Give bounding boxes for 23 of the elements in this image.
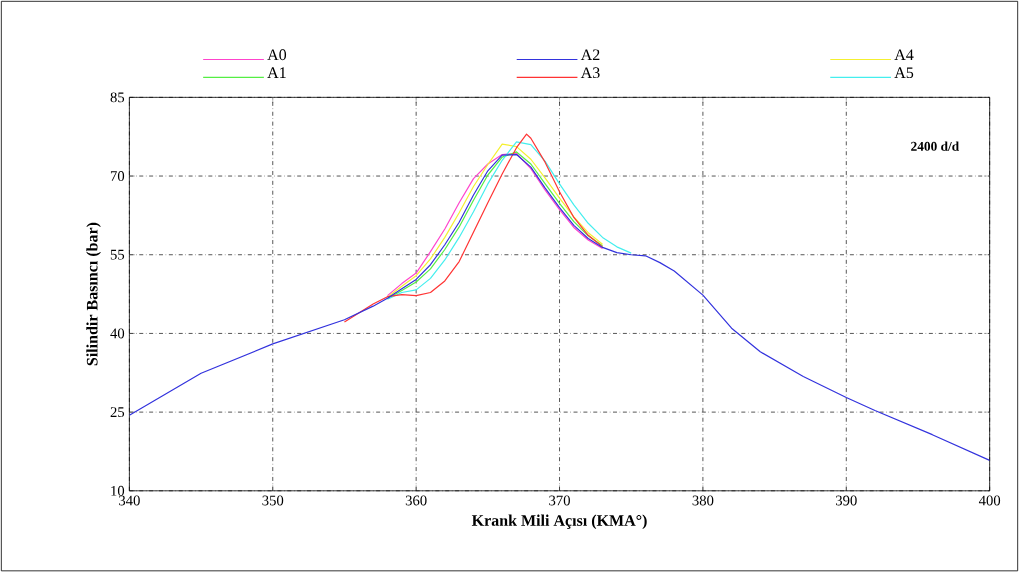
y-tick-label: 85	[110, 92, 125, 103]
x-tick-label: 400	[978, 495, 1001, 506]
x-tick-label: 370	[549, 495, 570, 506]
y-tick-label: 40	[110, 328, 125, 339]
y-tick-label: 25	[110, 407, 125, 417]
x-tick-label: 380	[692, 495, 714, 506]
legend-label: A2	[580, 49, 600, 60]
x-tick-label: 340	[119, 495, 140, 506]
legend-label: A3	[580, 67, 600, 79]
x-tick-label: 360	[405, 495, 427, 506]
y-axis-title: Silindir Basıncı (bar)	[86, 222, 101, 366]
legend-label: A0	[267, 49, 287, 61]
legend-label: A1	[267, 67, 286, 78]
y-tick-label: 70	[110, 171, 125, 181]
x-tick-label: 390	[835, 495, 857, 506]
annotation: 2400 d/d	[911, 141, 960, 151]
legend-label: A4	[894, 49, 914, 60]
y-tick-label: 55	[110, 249, 125, 260]
x-axis-title: Krank Mili Açısı (KMA°)	[471, 514, 647, 530]
legend-label: A5	[894, 67, 914, 78]
line-series	[129, 153, 990, 461]
y-tick-label: 10	[111, 485, 125, 496]
x-tick-label: 350	[262, 495, 284, 506]
